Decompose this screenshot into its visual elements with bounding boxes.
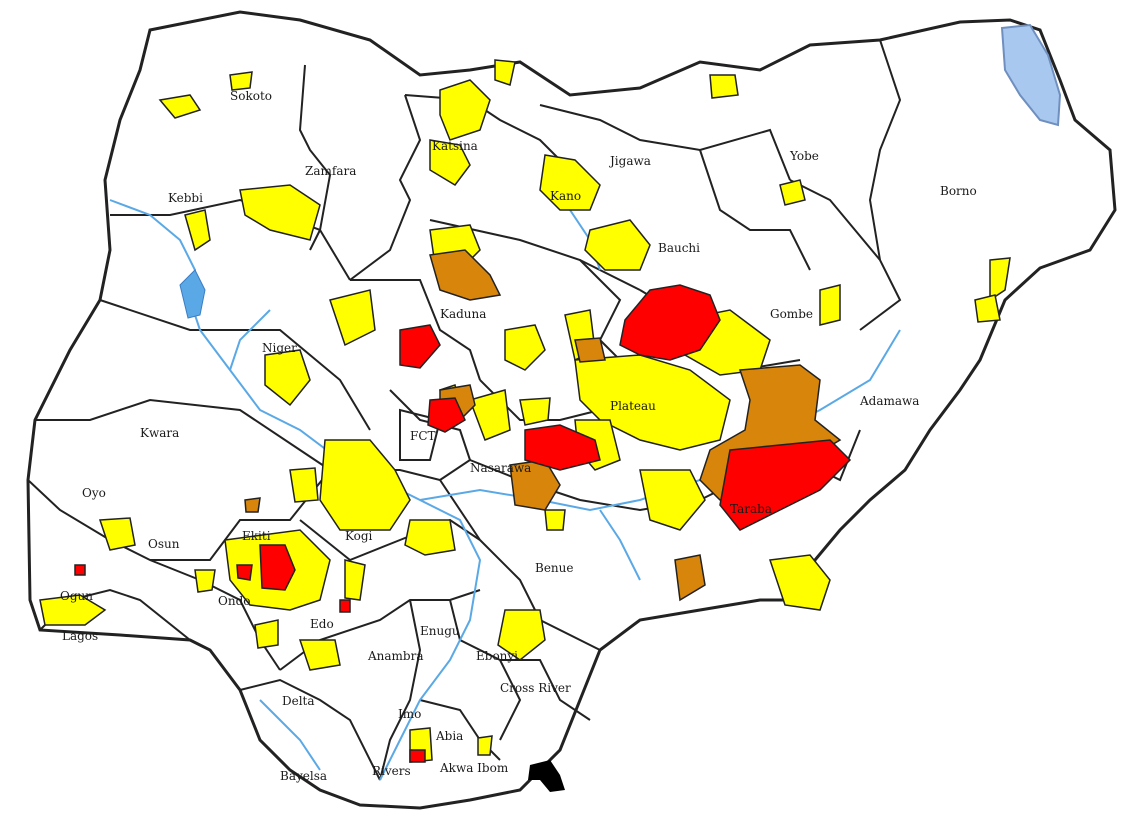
label-sokoto: Sokoto xyxy=(230,89,272,103)
label-oyo: Oyo xyxy=(82,486,106,500)
label-ekiti: Ekiti xyxy=(242,529,271,543)
label-kwara: Kwara xyxy=(140,426,179,440)
label-zamfara: Zamfara xyxy=(305,164,356,178)
label-imo: Imo xyxy=(398,707,421,721)
label-ogun: Ogun xyxy=(60,589,93,603)
label-nasarawa: Nasarawa xyxy=(470,461,531,475)
label-lagos: Lagos xyxy=(62,629,98,643)
label-bayelsa: Bayelsa xyxy=(280,769,327,783)
label-cross-river: Cross River xyxy=(500,681,571,695)
label-jigawa: Jigawa xyxy=(608,154,651,168)
label-akwa-ibom: Akwa Ibom xyxy=(439,761,509,775)
label-adamawa: Adamawa xyxy=(859,394,919,408)
kainji-lake xyxy=(179,269,206,319)
label-katsina: Katsina xyxy=(432,139,478,153)
label-bauchi: Bauchi xyxy=(658,241,700,255)
label-niger: Niger xyxy=(262,341,297,355)
label-enugu: Enugu xyxy=(420,624,460,638)
label-edo: Edo xyxy=(310,617,334,631)
label-kaduna: Kaduna xyxy=(440,307,486,321)
label-gombe: Gombe xyxy=(770,307,813,321)
label-benue: Benue xyxy=(535,561,573,575)
label-kogi: Kogi xyxy=(345,529,373,543)
label-kano: Kano xyxy=(550,189,581,203)
lake-chad xyxy=(1000,23,1062,127)
label-ebonyi: Ebonyi xyxy=(476,649,518,663)
label-rivers: Rivers xyxy=(372,764,411,778)
yellow-zones xyxy=(39,59,1011,763)
label-yobe: Yobe xyxy=(789,149,819,163)
label-anambra: Anambra xyxy=(367,649,424,663)
state-labels: Sokoto Katsina Kano Jigawa Yobe Borno Za… xyxy=(60,89,977,783)
label-fct: FCT xyxy=(410,429,436,443)
black-marker xyxy=(528,760,565,792)
label-delta: Delta xyxy=(282,694,315,708)
label-osun: Osun xyxy=(148,537,180,551)
label-kebbi: Kebbi xyxy=(168,191,203,205)
label-ondo: Ondo xyxy=(218,594,250,608)
country-outline xyxy=(26,10,1117,810)
red-zones xyxy=(74,284,852,763)
label-plateau: Plateau xyxy=(610,399,656,413)
label-borno: Borno xyxy=(940,184,977,198)
label-abia: Abia xyxy=(435,729,463,743)
label-taraba: Taraba xyxy=(730,502,772,516)
